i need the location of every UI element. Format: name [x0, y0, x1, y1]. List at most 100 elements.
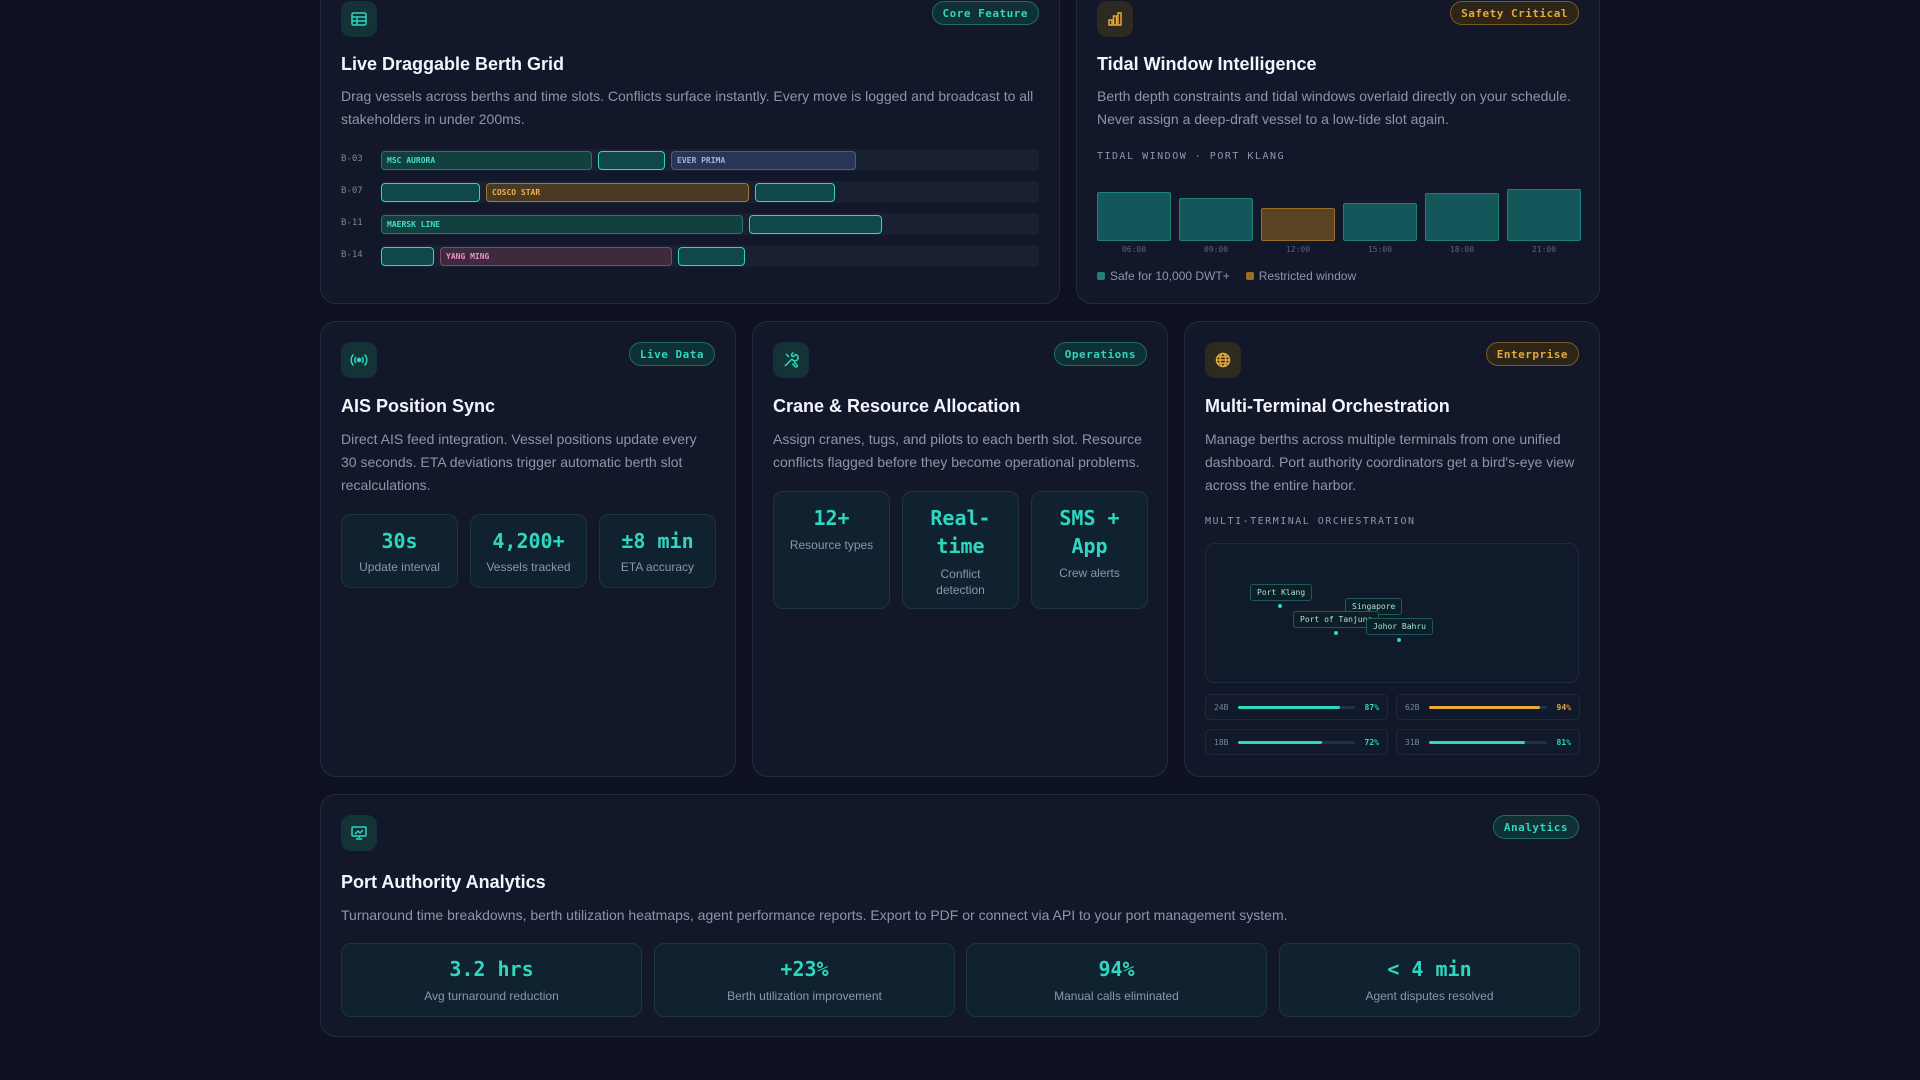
- map-port-tag[interactable]: Port of Tanjung: [1293, 611, 1380, 628]
- ais-title: AIS Position Sync: [341, 396, 496, 416]
- utilization-track: [1238, 706, 1355, 709]
- legend-restricted: Restricted window: [1245, 269, 1356, 283]
- berth-label: B-14: [341, 250, 363, 260]
- berth-row: B-14 YANG MING: [341, 245, 1039, 267]
- stat-label-line: Conflict: [940, 567, 981, 581]
- presentation-chart-icon: [341, 815, 377, 851]
- stat-label: Resource types: [789, 538, 874, 552]
- stat-value: 4,200+: [492, 529, 565, 553]
- vessel-slot[interactable]: [678, 247, 745, 266]
- tide-time-label: 18:00: [1449, 245, 1475, 254]
- stat-value: SMS + App: [1032, 504, 1147, 560]
- berth-track: COSCO STAR: [381, 181, 1039, 203]
- analytics-card: Analytics Port Authority Analytics Turna…: [320, 794, 1600, 1037]
- ais-card: Live Data AIS Position Sync Direct AIS f…: [320, 321, 736, 777]
- operations-badge: Operations: [1053, 342, 1147, 366]
- stat-card: +23% Berth utilization improvement: [654, 943, 955, 1017]
- vessel-slot[interactable]: MAERSK LINE: [381, 215, 743, 234]
- berth-track: MSC AURORA EVER PRIMA: [381, 149, 1039, 171]
- stat-value: 94%: [1098, 957, 1135, 981]
- tidal-title: Tidal Window Intelligence: [1097, 54, 1317, 74]
- utilization-percent: 94%: [1556, 703, 1571, 712]
- table-icon: [341, 1, 377, 37]
- terminal-code: 24B: [1214, 703, 1229, 712]
- tidal-window-card: Safety Critical Tidal Window Intelligenc…: [1076, 0, 1600, 304]
- utilization-percent: 72%: [1364, 738, 1379, 747]
- tidal-section-label: TIDAL WINDOW · PORT KLANG: [1097, 151, 1286, 162]
- berth-row: B-03 MSC AURORA EVER PRIMA: [341, 149, 1039, 171]
- berth-row: B-07 COSCO STAR: [341, 181, 1039, 203]
- stat-label: Vessels tracked: [486, 560, 571, 574]
- harbor-map[interactable]: Port Klang Singapore Port of Tanjung Joh…: [1205, 543, 1579, 683]
- map-port-tag[interactable]: Johor Bahru: [1366, 618, 1433, 635]
- stat-value-line: App: [1071, 534, 1108, 558]
- utilization-percent: 81%: [1556, 738, 1571, 747]
- enterprise-badge: Enterprise: [1485, 342, 1579, 366]
- tidal-description: Berth depth constraints and tidal window…: [1097, 88, 1571, 127]
- vessel-slot[interactable]: [755, 183, 835, 202]
- vessel-slot[interactable]: [381, 183, 480, 202]
- terminal-utilization: 62B 94%: [1396, 694, 1580, 720]
- utilization-fill: [1238, 741, 1323, 744]
- tide-time-label: 12:00: [1285, 245, 1311, 254]
- tide-bar: [1507, 188, 1581, 241]
- stat-card: 30s Update interval: [341, 514, 458, 588]
- vessel-slot[interactable]: [749, 215, 882, 234]
- terminal-code: 31B: [1405, 738, 1420, 747]
- utilization-fill: [1429, 741, 1525, 744]
- map-port-dot: [1278, 604, 1282, 608]
- multi-terminal-card: Enterprise Multi-Terminal Orchestration …: [1184, 321, 1600, 777]
- vessel-slot[interactable]: YANG MING: [440, 247, 672, 266]
- stat-label: Update interval: [359, 560, 440, 574]
- utilization-track: [1429, 706, 1547, 709]
- berth-row: B-11 MAERSK LINE: [341, 213, 1039, 235]
- multi-terminal-title: Multi-Terminal Orchestration: [1205, 396, 1450, 416]
- vessel-slot[interactable]: COSCO STAR: [486, 183, 749, 202]
- berth-label: B-07: [341, 186, 363, 196]
- map-port-dot: [1334, 631, 1338, 635]
- stat-value: Real- time: [903, 504, 1018, 560]
- stat-value: < 4 min: [1387, 957, 1472, 981]
- terminal-utilization: 31B 81%: [1396, 729, 1580, 755]
- stat-label: Berth utilization improvement: [727, 989, 882, 1003]
- stat-card: 3.2 hrs Avg turnaround reduction: [341, 943, 642, 1017]
- map-port-tag[interactable]: Port Klang: [1250, 584, 1313, 601]
- utilization-track: [1238, 741, 1355, 744]
- stat-label-line: detection: [936, 583, 985, 597]
- stat-label: Crew alerts: [1059, 566, 1120, 580]
- vessel-slot[interactable]: EVER PRIMA: [671, 151, 856, 170]
- legend-safe: Safe for 10,000 DWT+: [1097, 269, 1230, 283]
- stat-card: < 4 min Agent disputes resolved: [1279, 943, 1580, 1017]
- stat-value-line: SMS +: [1059, 506, 1120, 530]
- tide-bar: [1343, 202, 1417, 241]
- berth-track: MAERSK LINE: [381, 213, 1039, 235]
- tide-time-label: 15:00: [1367, 245, 1393, 254]
- terminal-code: 62B: [1405, 703, 1420, 712]
- legend-safe-label: Safe for 10,000 DWT+: [1110, 269, 1230, 283]
- bar-chart-icon: [1097, 1, 1133, 37]
- vessel-slot[interactable]: MSC AURORA: [381, 151, 592, 170]
- multi-terminal-description: Manage berths across multiple terminals …: [1205, 431, 1575, 493]
- stat-value: ±8 min: [621, 529, 694, 553]
- tide-time-label: 06:00: [1121, 245, 1147, 254]
- tidal-time-axis: 06:00 09:00 12:00 15:00 18:00 21:00: [1097, 245, 1581, 257]
- terminal-utilization: 18B 72%: [1205, 729, 1388, 755]
- utilization-track: [1429, 741, 1547, 744]
- stat-label: Avg turnaround reduction: [424, 989, 559, 1003]
- stat-value: 12+: [813, 506, 850, 530]
- tide-bar: [1261, 208, 1335, 241]
- legend-restricted-swatch: [1245, 272, 1254, 280]
- tools-icon: [773, 342, 809, 378]
- stat-label: ETA accuracy: [620, 560, 695, 574]
- stat-label: Manual calls eliminated: [1054, 989, 1179, 1003]
- globe-icon: [1205, 342, 1241, 378]
- vessel-slot[interactable]: [598, 151, 665, 170]
- stat-label: Agent disputes resolved: [1365, 989, 1494, 1003]
- crane-card: Operations Crane & Resource Allocation A…: [752, 321, 1168, 777]
- safety-critical-badge: Safety Critical: [1450, 1, 1579, 25]
- broadcast-icon: [341, 342, 377, 378]
- stat-value-line: Real-: [930, 506, 991, 530]
- terminal-utilization: 24B 87%: [1205, 694, 1388, 720]
- vessel-slot[interactable]: [381, 247, 434, 266]
- utilization-fill: [1238, 706, 1340, 709]
